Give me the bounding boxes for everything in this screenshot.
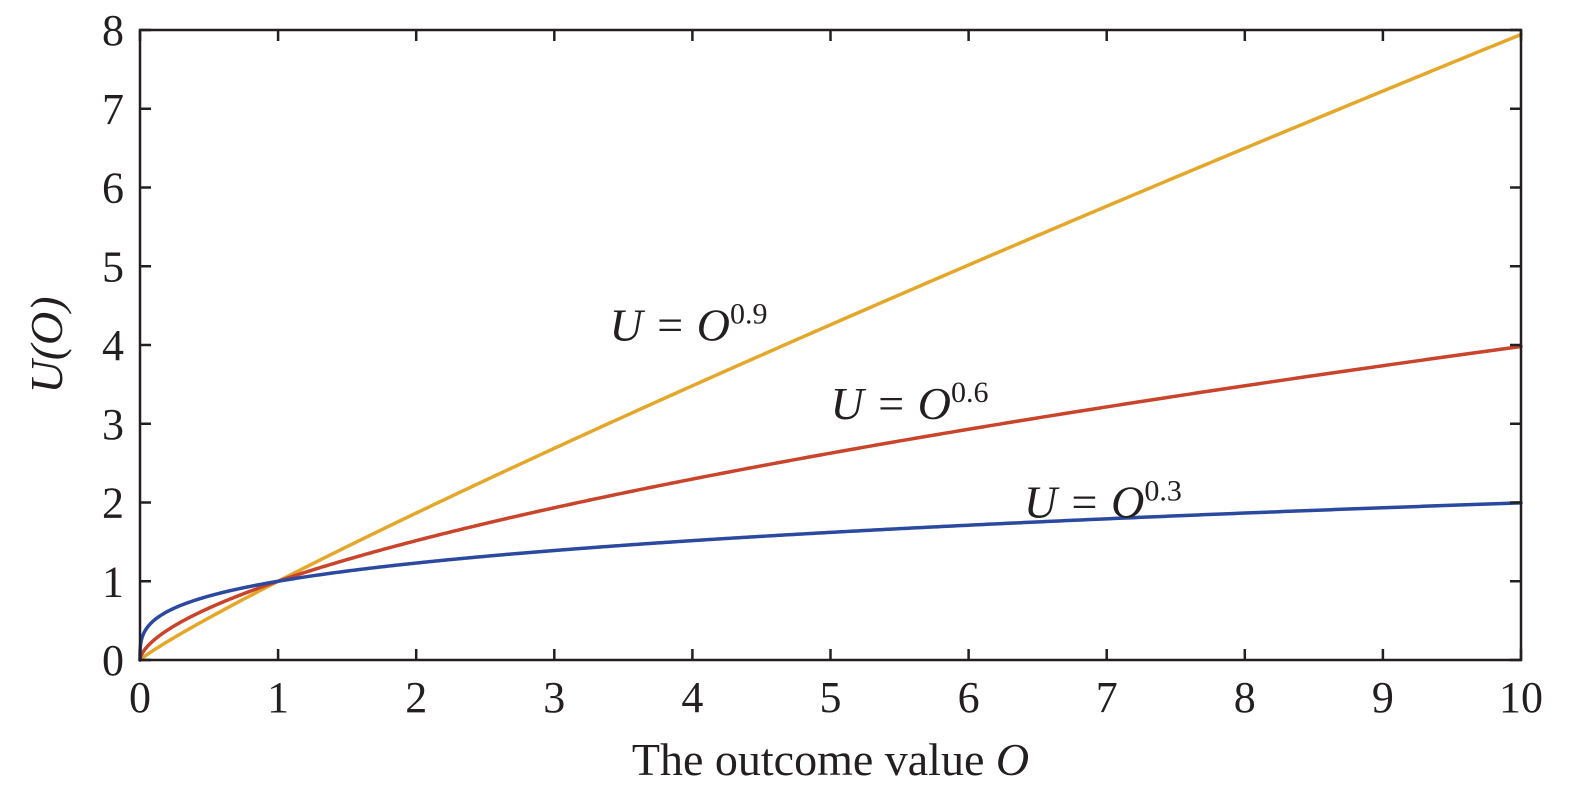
plot-frame	[138, 28, 1523, 662]
x-axis-title-text: The outcome value	[632, 734, 996, 785]
x-tick-label: 3	[543, 673, 565, 722]
series-label-formula: U = O	[610, 299, 730, 350]
y-tick-label: 7	[102, 85, 124, 134]
x-tick-label: 2	[405, 673, 427, 722]
series-label-exponent: 0.9	[730, 297, 768, 330]
series-labels: U = O0.9U = O0.6U = O0.3	[610, 297, 1182, 527]
y-tick-label: 4	[102, 321, 124, 370]
series-line-2	[138, 501, 1523, 662]
y-axis-title: U(O)	[21, 296, 72, 393]
y-tick-label: 1	[102, 557, 124, 606]
series-line-1	[138, 344, 1523, 662]
series-label-formula: U = O	[1024, 477, 1144, 528]
x-tick-label: 10	[1499, 673, 1543, 722]
y-tick-label: 0	[102, 636, 124, 685]
series-label-0: U = O0.9	[610, 297, 768, 350]
series-line-0	[138, 32, 1523, 662]
axis-ticks	[138, 28, 1523, 662]
y-tick-label: 6	[102, 164, 124, 213]
x-tick-label: 1	[267, 673, 289, 722]
x-tick-label: 9	[1372, 673, 1394, 722]
series-lines	[138, 32, 1523, 662]
series-label-1: U = O0.6	[831, 376, 989, 429]
x-axis-title-variable: O	[996, 734, 1029, 785]
y-tick-label: 8	[102, 6, 124, 55]
series-label-2: U = O0.3	[1024, 475, 1182, 528]
x-tick-label: 7	[1096, 673, 1118, 722]
x-axis-title: The outcome value O	[632, 734, 1029, 785]
y-tick-label: 3	[102, 400, 124, 449]
series-label-exponent: 0.3	[1144, 475, 1182, 508]
x-tick-label: 0	[129, 673, 151, 722]
y-tick-label: 5	[102, 242, 124, 291]
series-label-exponent: 0.6	[951, 376, 989, 409]
x-tick-label: 5	[820, 673, 842, 722]
x-tick-label: 8	[1234, 673, 1256, 722]
tick-labels: 0 1 2 3 4 5 6 7 8 9 10 0 1 2 3 4 5 6 7 8	[102, 6, 1543, 722]
x-tick-label: 4	[681, 673, 703, 722]
x-tick-label: 6	[958, 673, 980, 722]
y-tick-label: 2	[102, 479, 124, 528]
series-label-formula: U = O	[831, 378, 951, 429]
